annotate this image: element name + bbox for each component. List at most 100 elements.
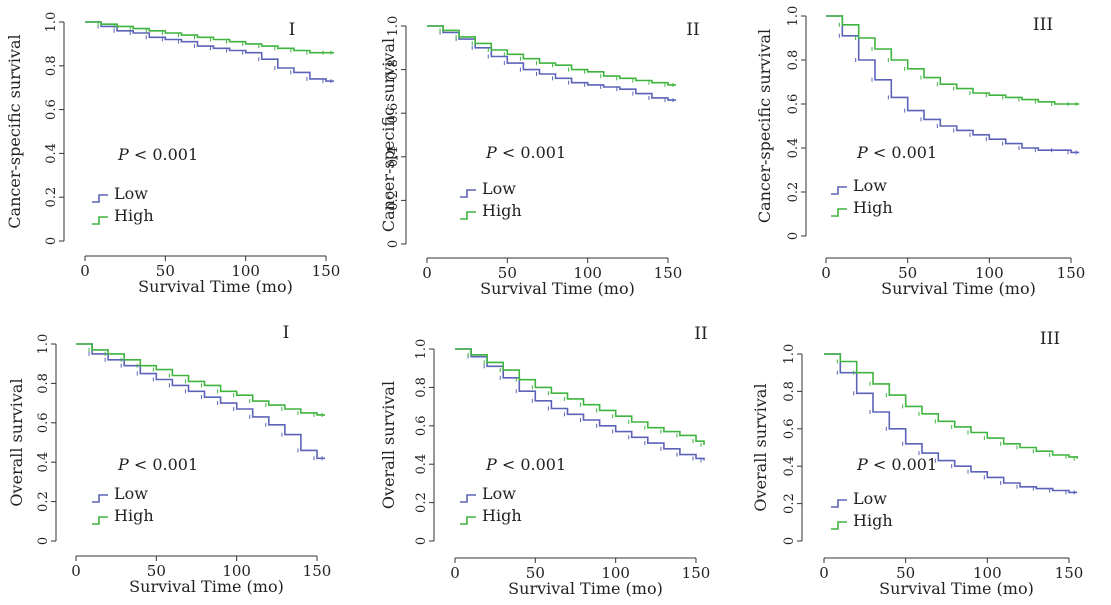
y-axis-label: Overall survival [751,383,770,511]
p-value-annotation: P < 0.001 [117,455,198,474]
x-tick-label: 50 [896,564,915,582]
y-tick-label: 0.2 [786,182,801,203]
x-tick-label: 150 [654,264,683,282]
legend-swatch-low [460,189,476,198]
legend-label-low: Low [114,484,148,503]
y-tick-label: 0.4 [44,143,59,164]
y-tick-label: 0.8 [36,373,51,394]
y-tick-label: 0 [36,537,51,545]
x-tick-label: 100 [973,564,1002,582]
y-tick-label: 0.2 [386,190,401,211]
x-axis-label: Survival Time (mo) [879,579,1034,598]
legend-swatch-high [460,211,476,220]
x-axis-label: Survival Time (mo) [508,579,663,598]
panel-label: II [694,324,707,344]
x-axis-label: Survival Time (mo) [138,277,293,296]
y-axis-label: Cancer-specific survival [755,29,774,223]
y-tick-label: 0.2 [36,491,51,512]
survival-curve-low [85,21,334,82]
legend-label-high: High [482,506,522,525]
x-axis-label: Survival Time (mo) [480,279,635,298]
legend-swatch-high [831,208,847,217]
y-tick-label: 0.4 [36,452,51,473]
y-tick-label: 0.4 [786,138,801,159]
y-tick-label: 1.0 [386,16,401,37]
x-tick-label: 100 [601,564,630,582]
x-tick-label: 0 [819,564,829,582]
legend-swatch-high [831,521,847,530]
x-tick-label: 150 [303,562,332,580]
y-tick-label: 0.6 [44,99,59,120]
y-axis-label: Cancer-specific survival [5,34,24,228]
y-tick-label: 0.8 [786,50,801,71]
x-axis-label: Survival Time (mo) [129,577,284,596]
x-tick-label: 50 [147,562,166,580]
survival-curve-high [455,348,705,445]
survival-curve-low [76,343,325,460]
x-tick-label: 100 [222,562,251,580]
legend-swatch-low [92,194,108,203]
y-tick-label: 0.2 [414,492,429,513]
y-tick-label: 0.8 [44,55,59,76]
survival-curve-high [85,21,334,54]
x-tick-label: 50 [498,264,517,282]
x-tick-label: 50 [898,264,917,282]
y-tick-label: 0.6 [36,412,51,433]
legend-label-high: High [114,206,154,225]
legend-swatch-low [92,494,108,503]
legend-swatch-high [92,216,108,225]
survival-curve-low [455,348,705,461]
y-tick-label: 1.0 [36,334,51,355]
chart-panel-3: 0 0.2 0.4 0.6 0.8 1.0 0 50 100 150 Survival Time (… [755,6,1085,298]
survival-curve-high [826,15,1080,105]
y-axis-label: Overall survival [7,378,26,506]
p-value-annotation: P < 0.001 [485,455,566,474]
y-tick-label: 0.2 [44,187,59,208]
chart-panel-5: 0 0.2 0.4 0.6 0.8 1.0 0 50 100 150 Survival Time (… [379,324,710,598]
x-tick-label: 100 [975,264,1004,282]
legend-swatch-low [831,186,847,195]
y-tick-label: 0.8 [386,59,401,80]
x-tick-label: 0 [821,264,831,282]
p-value-annotation: P < 0.001 [856,143,937,162]
chart-panel-2: 0 0.2 0.4 0.6 0.8 1.0 0 50 100 150 Survival Time (… [379,16,700,298]
panel-label: I [289,20,296,40]
p-value-annotation: P < 0.001 [117,145,198,164]
chart-panel-1: 0 0.2 0.4 0.6 0.8 1.0 0 50 100 150 Survival Time (… [5,12,340,296]
panel-label: I [283,323,290,343]
legend-label-low: Low [853,489,887,508]
legend-label-low: Low [482,484,516,503]
y-tick-label: 0.8 [782,381,797,402]
p-value-annotation: P < 0.001 [485,143,566,162]
panel-label: III [1040,329,1060,349]
x-tick-label: 0 [422,264,432,282]
x-axis-label: Survival Time (mo) [881,279,1036,298]
y-tick-label: 1.0 [414,339,429,360]
x-tick-label: 0 [450,564,460,582]
legend-label-low: Low [482,179,516,198]
x-tick-label: 50 [156,262,175,280]
x-tick-label: 50 [526,564,545,582]
y-tick-label: 0 [782,537,797,545]
x-tick-label: 100 [573,264,602,282]
y-tick-label: 0.8 [414,377,429,398]
y-tick-label: 1.0 [786,6,801,27]
y-axis-label: Cancer-specific survival [379,38,398,232]
y-tick-label: 0.4 [386,146,401,167]
y-tick-label: 1.0 [44,12,59,33]
survival-curve-low [826,15,1080,154]
legend-label-high: High [482,201,522,220]
legend-label-high: High [853,198,893,217]
y-tick-label: 0.4 [414,454,429,475]
x-tick-label: 0 [80,262,90,280]
legend-swatch-low [460,494,476,503]
y-axis-label: Overall survival [379,381,398,509]
p-value-annotation: P < 0.001 [856,455,937,474]
chart-panel-4: 0 0.2 0.4 0.6 0.8 1.0 0 50 100 150 Survival Time (… [7,323,331,596]
y-tick-label: 0 [786,232,801,240]
legend-swatch-high [92,516,108,525]
x-tick-label: 150 [1055,564,1084,582]
x-tick-label: 100 [231,262,260,280]
y-tick-label: 0.6 [386,103,401,124]
y-tick-label: 0 [414,537,429,545]
